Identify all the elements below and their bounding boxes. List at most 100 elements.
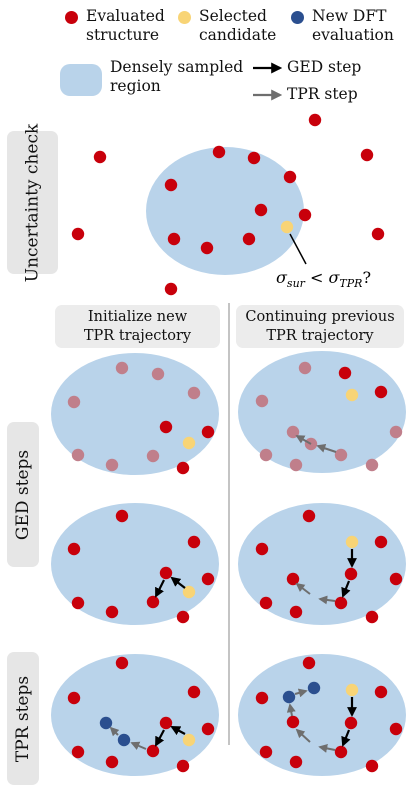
new-dft-evaluation-dot [291,11,304,24]
evaluated-structure-dot [254,203,268,217]
tpr-step-arrow [316,444,337,453]
evaluated-structure-dot [159,566,173,580]
evaluated-structure-dot [187,535,201,549]
evaluated-structure-dot [201,572,215,586]
evaluated-structure-dot [259,596,273,610]
legend-ged-step-label: GED step [287,58,362,76]
region-ged-right [238,503,406,625]
evaluated-structure-dot [200,241,214,255]
tpr-step-arrow [318,743,336,753]
evaluated-structure-dot [176,759,190,773]
legend-region-line1: Densely sampled [110,58,244,76]
column-header-initialize-line1: Initialize new [87,308,188,325]
evaluated-structure-dot [71,596,85,610]
legend-new-dft-line1: New DFT [312,7,387,25]
evaluated-structure-dot [302,509,316,523]
ged-step-arrow [170,576,186,589]
evaluated-structure-dot [93,150,107,164]
tpr-step-arrow [130,741,147,750]
evaluated-structure-dot [255,691,269,705]
faded-structure-dot [151,367,165,381]
column-header-continuing: Continuing previous TPR trajectory [236,305,404,348]
evaluated-structure-dot [289,755,303,769]
evaluated-structure-dot [308,113,322,127]
selected-candidate-dot [178,11,191,24]
evaluated-structure-dot [105,755,119,769]
column-header-initialize-line2: TPR trajectory [83,327,192,344]
evaluated-structure-dot [389,722,403,736]
evaluated-structure-dot [176,610,190,624]
condition-pointer-line [289,233,307,265]
faded-structure-dot [289,458,303,472]
column-header-continuing-line2: TPR trajectory [266,327,374,344]
evaluated-structure-dot [67,542,81,556]
evaluated-structure-dot [115,656,129,670]
evaluated-structure-dot [201,722,215,736]
faded-structure-dot [71,448,85,462]
uncertainty-condition: σsur < σTPR? [276,268,371,290]
column-header-continuing-line1: Continuing previous [245,308,395,325]
legend-evaluated-line2: structure [86,26,160,44]
evaluated-structure-dot [242,232,256,246]
evaluated-structure-dot [187,685,201,699]
faded-structure-dot [255,394,269,408]
legend-new-dft-line2: evaluation [312,26,394,44]
evaluated-structure-dot [334,596,348,610]
evaluated-structure-dot [298,208,312,222]
new-dft-evaluation-dot [99,716,113,730]
legend-new-dft-label: New DFT evaluation [312,7,394,45]
region-tpr-left [51,654,219,776]
evaluated-structure-dot [286,715,300,729]
selected-candidate-dot [182,436,196,450]
evaluated-structure-dot [201,425,215,439]
condition-question-mark: ? [362,268,371,287]
condition-sur-subscript: sur [287,277,306,290]
evaluated-structure-dot [67,691,81,705]
evaluated-structure-dot [365,759,379,773]
evaluated-structure-dot [389,572,403,586]
condition-sigma-sur: σ [276,268,288,287]
selected-candidate-dot [280,220,294,234]
legend-selected-line2: candidate [199,26,277,44]
faded-structure-dot [115,361,129,375]
densely-sampled-region-swatch [60,64,102,96]
ged-step-arrow [155,579,165,598]
tpr-step-arrow [318,595,336,605]
legend-tpr-step-label: TPR step [287,85,358,103]
evaluated-structure-dot [65,11,78,24]
uncertainty-points [71,113,385,296]
legend-selected-label: Selected candidate [199,7,276,45]
selected-candidate-dot [182,585,196,599]
legend-selected-line1: Selected [199,7,267,25]
evaluated-structure-dot [146,744,160,758]
faded-structure-dot [105,458,119,472]
evaluated-structure-dot [374,685,388,699]
evaluated-structure-dot [283,170,297,184]
evaluated-structure-dot [344,567,358,581]
tpr-step-arrow [295,435,312,445]
evaluated-structure-dot [255,542,269,556]
ged-step-arrow [170,726,186,736]
selected-candidate-dot [182,733,196,747]
faded-structure-dot [259,448,273,462]
ged-step-arrow [155,729,165,747]
evaluated-structure-dot [164,282,178,296]
evaluated-structure-dot [338,366,352,380]
evaluated-structure-dot [176,461,190,475]
region-initial-right [238,351,406,473]
evaluated-structure-dot [289,605,303,619]
tpr-step-arrow [286,703,296,717]
faded-structure-dot [67,395,81,409]
selected-candidate-dot [345,683,359,697]
legend-evaluated-line1: Evaluated [86,7,165,25]
faded-structure-dot [334,448,348,462]
evaluated-structure-dot [374,385,388,399]
condition-sigma-tpr: σ [329,268,341,287]
evaluated-structure-dot [302,656,316,670]
selected-candidate-dot [345,388,359,402]
faded-structure-dot [298,361,312,375]
evaluated-structure-dot [365,610,379,624]
faded-structure-dot [365,458,379,472]
